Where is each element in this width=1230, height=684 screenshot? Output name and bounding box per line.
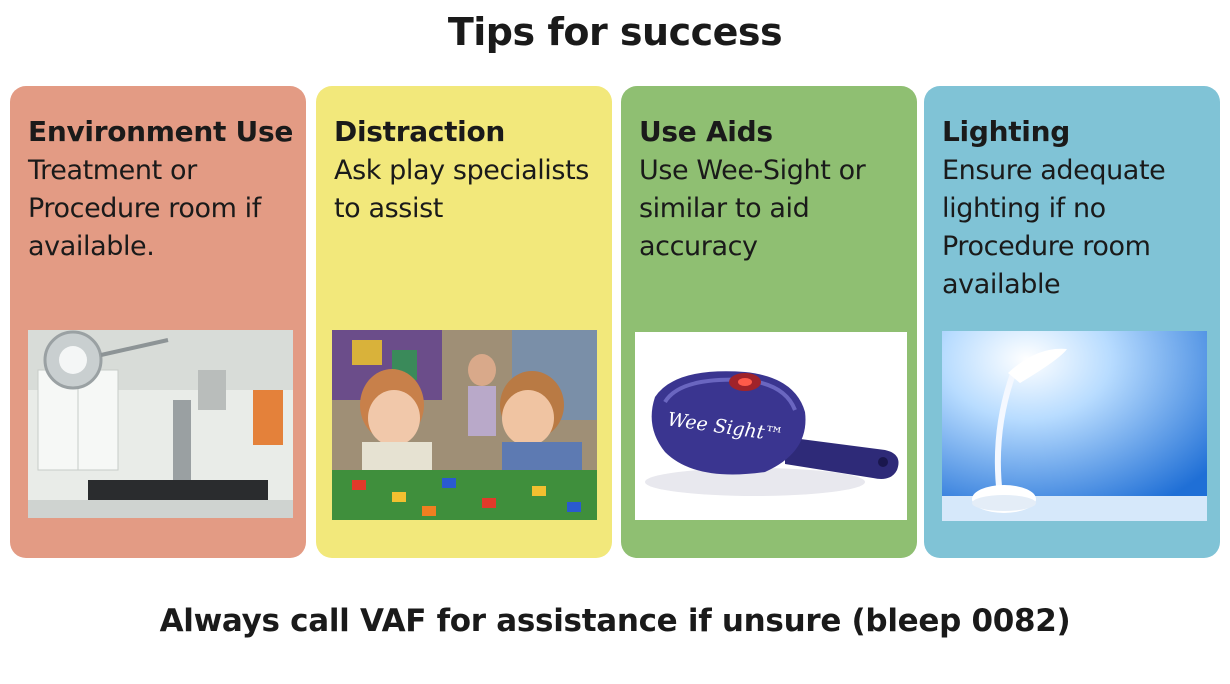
tip-card-lighting: Lighting Ensure adequate lighting if no …: [924, 86, 1220, 558]
tip-heading: Lighting: [942, 115, 1070, 148]
tip-card-environment: Environment Use Treatment or Procedure r…: [10, 86, 306, 558]
tip-card-use-aids: Use Aids Use Wee-Sight or similar to aid…: [621, 86, 917, 558]
desk-lamp-photo: [942, 331, 1207, 521]
tip-body: Ask play specialists to assist: [334, 155, 589, 224]
operating-room-photo: [28, 330, 293, 518]
wee-sight-device-photo: Wee Sight™: [635, 332, 907, 520]
tip-body: Treatment or Procedure room if available…: [28, 155, 261, 262]
tip-body: Use Wee-Sight or similar to aid accuracy: [639, 155, 866, 262]
page-title: Tips for success: [447, 10, 783, 54]
footer-note: Always call VAF for assistance if unsure…: [159, 603, 1071, 639]
tip-heading: Use Aids: [639, 115, 773, 148]
children-playing-photo: [332, 330, 597, 520]
tip-heading: Distraction: [334, 115, 506, 148]
tip-card-distraction: Distraction Ask play specialists to assi…: [316, 86, 612, 558]
tip-body: Ensure adequate lighting if no Procedure…: [942, 155, 1166, 300]
tip-heading: Environment Use: [28, 115, 294, 148]
